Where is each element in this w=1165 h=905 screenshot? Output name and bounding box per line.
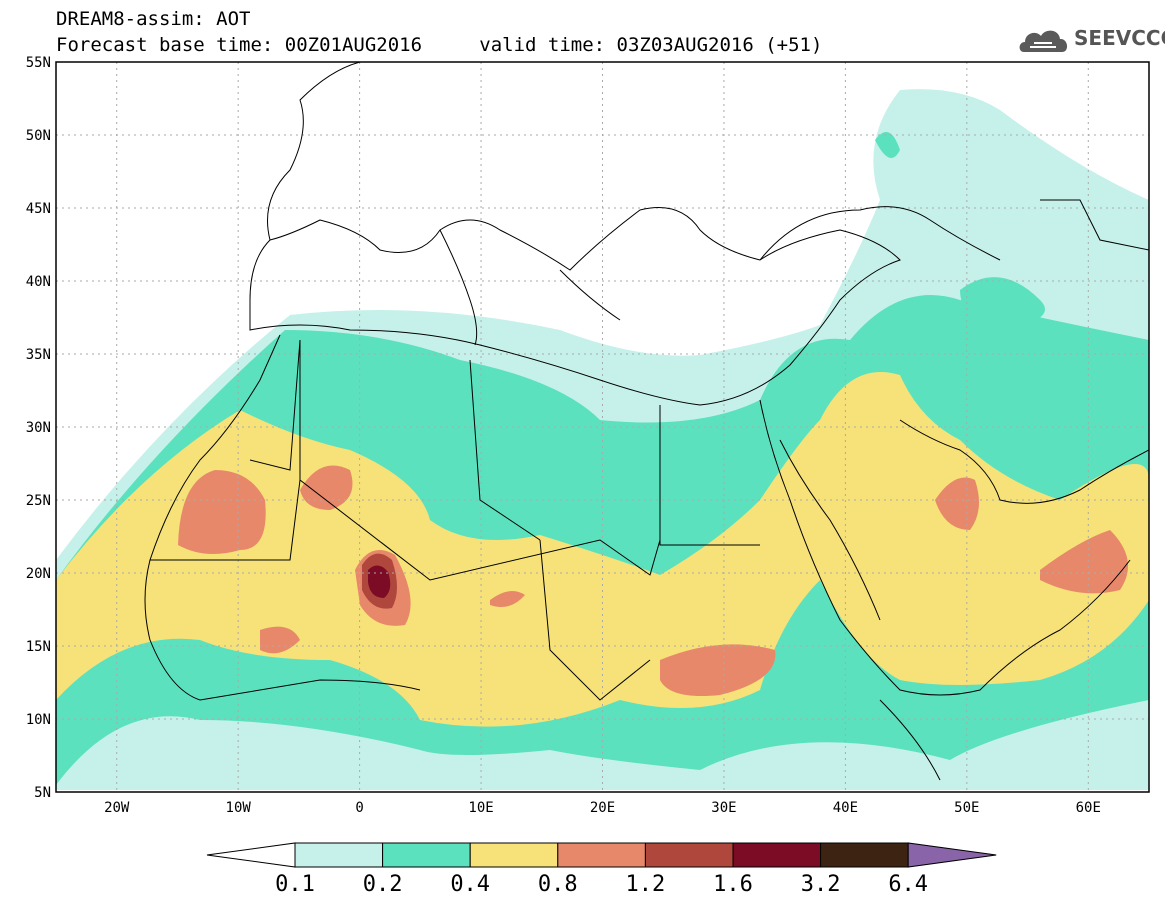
map-frame	[55, 61, 1150, 793]
lat-label: 15N	[26, 639, 51, 655]
colorbar-level-label: 1.6	[713, 872, 753, 897]
colorbar-level-label: 0.1	[275, 872, 315, 897]
colorbar: 0.1 0.2 0.4 0.8 1.2 1.6 3.2 6.4	[206, 842, 997, 897]
lon-label: 20E	[590, 800, 615, 816]
lon-label: 10W	[226, 800, 252, 816]
aot-band-1.6	[368, 565, 391, 598]
grid-lines	[56, 62, 1149, 792]
longitude-labels: 20W 10W 0 10E 20E 30E 40E 50E 60E	[104, 800, 1101, 816]
colorbar-segment	[557, 842, 646, 868]
forecast-time-line: Forecast base time: 00Z01AUG2016 valid t…	[56, 34, 822, 56]
lat-label: 45N	[26, 201, 51, 217]
lon-label: 50E	[954, 800, 979, 816]
map-title: DREAM8-assim: AOT	[56, 8, 251, 30]
colorbar-level-label: 0.2	[363, 872, 403, 897]
colorbar-under-tip	[206, 842, 296, 868]
colorbar-level-label: 1.2	[626, 872, 666, 897]
colorbar-segment	[469, 842, 559, 868]
valid-time-label: valid time: 03Z03AUG2016 (+51)	[479, 34, 823, 56]
colorbar-level-label: 0.8	[538, 872, 578, 897]
colorbar-level-label: 3.2	[801, 872, 841, 897]
colorbar-over-tip	[907, 842, 997, 868]
colorbar-segment	[732, 842, 822, 868]
lat-label: 55N	[26, 55, 51, 71]
aot-band-0.4	[56, 372, 1149, 727]
colorbar-segment	[644, 842, 734, 868]
lat-label: 20N	[26, 566, 51, 582]
lon-label: 30E	[711, 800, 736, 816]
colorbar-level-label: 6.4	[888, 872, 928, 897]
colorbar-level-label: 0.4	[450, 872, 490, 897]
lon-label: 0	[355, 800, 363, 816]
lon-label: 40E	[833, 800, 858, 816]
lat-label: 50N	[26, 128, 51, 144]
coastlines	[144, 62, 1149, 781]
logo-text: SEEVCCC	[1074, 26, 1165, 50]
colorbar-segment	[382, 842, 471, 868]
lat-label: 5N	[34, 785, 51, 801]
lat-label: 10N	[26, 712, 51, 728]
lon-label: 20W	[104, 800, 130, 816]
aot-field	[56, 89, 1149, 790]
lat-label: 40N	[26, 274, 51, 290]
aot-band-0.2-north	[875, 132, 900, 158]
lon-label: 10E	[468, 800, 493, 816]
base-time-label: Forecast base time: 00Z01AUG2016	[56, 34, 423, 56]
colorbar-segment	[294, 842, 384, 868]
lat-label: 35N	[26, 347, 51, 363]
lat-label: 30N	[26, 420, 51, 436]
latitude-labels: 55N 50N 45N 40N 35N 30N 25N 20N 15N 10N 5N	[26, 55, 51, 801]
lon-label: 60E	[1076, 800, 1101, 816]
cloud-icon	[1019, 30, 1068, 52]
seevccc-logo: SEEVCCC	[1016, 22, 1165, 58]
aot-band-0.8	[178, 470, 266, 554]
lat-label: 25N	[26, 493, 51, 509]
colorbar-segment	[820, 842, 909, 868]
aot-band-0.2-caspian	[960, 277, 1045, 330]
